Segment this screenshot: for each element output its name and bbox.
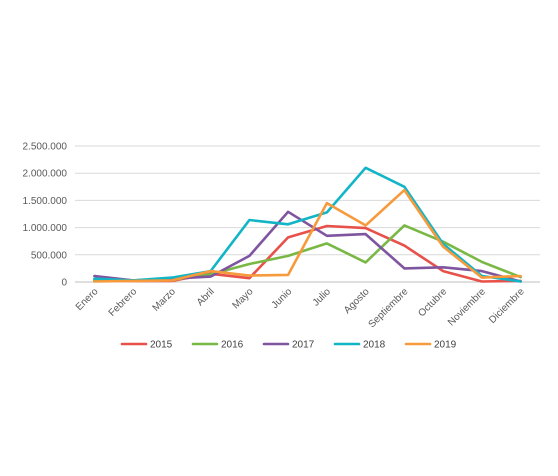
x-tick-label: Octubre (416, 286, 449, 319)
series-line-2018 (93, 166, 522, 283)
legend-item-2019: 2019 (404, 340, 457, 351)
x-axis-tick-labels: Enero Febrero Marzo Abril Mayo Junio Julio Agos… (74, 286, 527, 330)
y-tick-label: 2.000.000 (23, 169, 68, 180)
y-tick-label: 500.000 (31, 250, 68, 261)
legend-label: 2015 (150, 340, 173, 351)
legend-label: 2018 (363, 340, 386, 351)
series-line-2017 (93, 210, 522, 283)
y-tick-label: 1.500.000 (23, 196, 68, 207)
x-tick-label: Febrero (107, 286, 140, 319)
legend-item-2016: 2016 (191, 340, 244, 351)
x-tick-label: Diciembre (487, 286, 527, 326)
legend-item-2017: 2017 (262, 340, 315, 351)
legend-label: 2019 (434, 340, 457, 351)
x-tick-label: Mayo (230, 286, 255, 311)
y-axis-tick-labels: 0 500.000 1.000.000 1.500.000 2.000.000 2.500… (23, 142, 68, 289)
y-tick-label: 1.000.000 (23, 223, 68, 234)
y-tick-label: 2.500.000 (23, 142, 68, 153)
series-line-2019 (93, 188, 522, 283)
legend-item-2015: 2015 (120, 340, 173, 351)
legend-label: 2016 (221, 340, 244, 351)
x-tick-label: Abril (195, 286, 217, 308)
gridlines (75, 145, 540, 283)
x-tick-label: Noviembre (446, 286, 488, 328)
x-tick-label: Junio (270, 286, 295, 311)
x-tick-label: Septiembre (367, 286, 411, 330)
x-tick-label: Marzo (151, 286, 179, 314)
legend-item-2018: 2018 (333, 340, 386, 351)
legend: 2015 2016 2017 2018 2019 (120, 340, 457, 351)
legend-label: 2017 (292, 340, 315, 351)
x-tick-label: Agosto (342, 286, 372, 316)
x-tick-label: Julio (311, 286, 334, 309)
y-tick-label: 0 (61, 278, 67, 289)
series-lines (93, 166, 522, 283)
series-line-2016 (93, 224, 522, 282)
x-tick-label: Enero (74, 286, 101, 313)
